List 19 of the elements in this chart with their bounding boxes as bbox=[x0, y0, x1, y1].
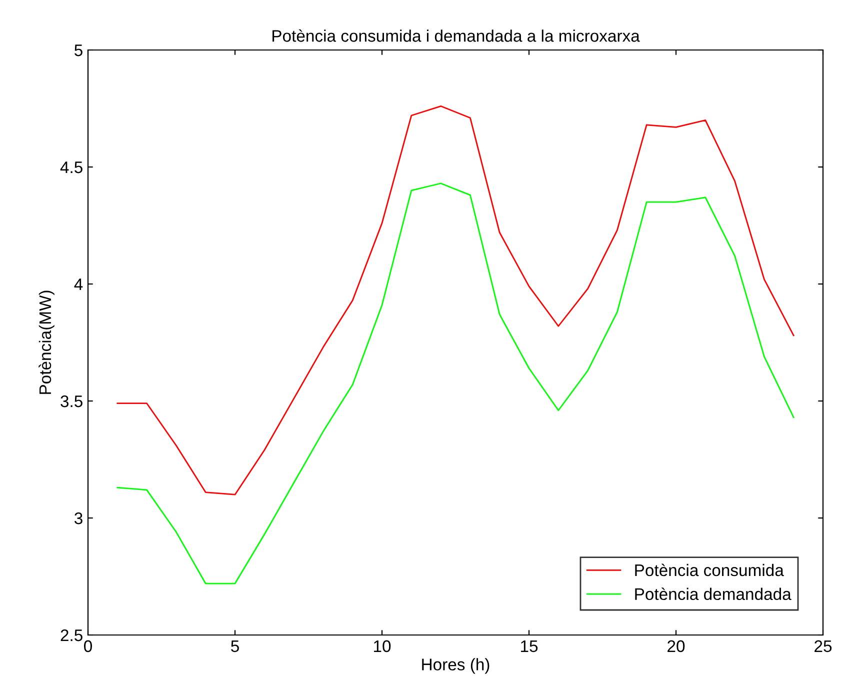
y-tick-label: 3.5 bbox=[60, 395, 82, 408]
y-tick-label: 3 bbox=[74, 512, 82, 524]
x-tick-label: 25 bbox=[814, 640, 832, 652]
x-tick-label: 5 bbox=[231, 640, 239, 652]
y-tick-label: 4.5 bbox=[60, 162, 82, 174]
x-tick-label: 15 bbox=[521, 640, 538, 652]
y-tick-label: 5 bbox=[74, 44, 82, 56]
legend-label: Potència demandada bbox=[635, 588, 792, 600]
x-tick-label: 20 bbox=[668, 640, 685, 652]
x-tick-label: 10 bbox=[374, 640, 391, 652]
x-tick-label: 0 bbox=[84, 640, 92, 652]
y-axis-title: Potència(MW) bbox=[38, 290, 54, 394]
y-tick-label: 2.5 bbox=[60, 629, 82, 642]
line-series bbox=[116, 182, 794, 584]
chart-title: Potència consumida i demandada a la microxarxa bbox=[272, 29, 640, 42]
x-axis-title: Hores (h) bbox=[422, 658, 490, 674]
y-tick-label: 4 bbox=[74, 278, 83, 290]
legend-label: Potència consumida bbox=[635, 564, 784, 576]
line-series bbox=[116, 105, 794, 496]
